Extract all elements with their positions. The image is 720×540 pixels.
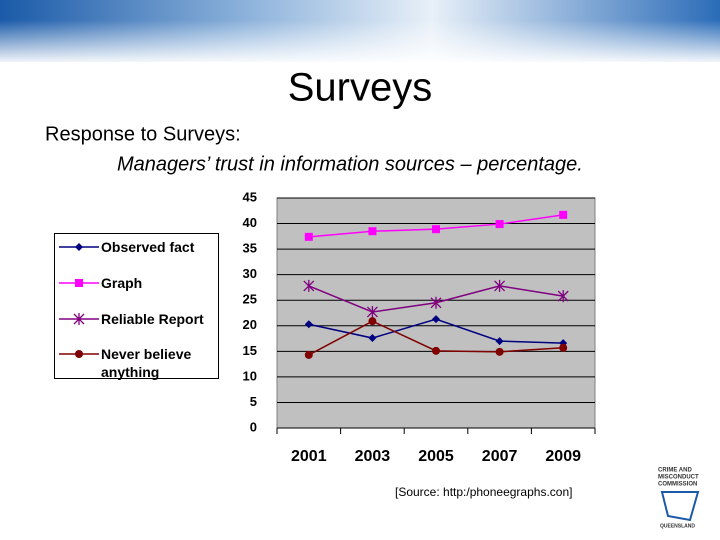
legend-swatch [59, 313, 99, 325]
x-tick-label: 2003 [355, 448, 391, 465]
point [432, 225, 440, 234]
y-tick-label: 35 [243, 241, 257, 256]
legend-entry: Graph [57, 274, 221, 292]
legend: Observed fact Graph Reliable Report Never b… [54, 233, 221, 381]
legend-marker [75, 350, 83, 358]
logo-footer: QUEENSLAND [660, 523, 695, 529]
plot-area [276, 197, 596, 429]
point [559, 210, 568, 219]
y-tick-label: 30 [243, 266, 257, 281]
point [494, 279, 506, 292]
legend-entry: Never believe anything [57, 345, 221, 381]
point [559, 343, 568, 352]
chart-title: Managers’ trust in information sources –… [117, 153, 583, 175]
point [366, 305, 378, 318]
legend-swatch [59, 279, 99, 287]
x-tick-label: 2005 [418, 448, 454, 465]
legend-marker [75, 279, 83, 287]
legend-marker [73, 313, 85, 325]
heading: Response to Surveys: [45, 123, 241, 145]
point [304, 350, 313, 359]
y-tick-label: 40 [243, 215, 257, 230]
legend-entry: Reliable Report [57, 310, 221, 328]
y-tick-label: 10 [243, 368, 257, 383]
point [495, 220, 504, 229]
point [304, 320, 313, 329]
legend-entry: Observed fact [57, 238, 221, 256]
legend-marker [75, 243, 83, 251]
point [303, 279, 315, 292]
legend-swatch [59, 350, 99, 358]
point [368, 317, 377, 326]
y-tick-label: 20 [243, 317, 257, 332]
point [432, 346, 440, 355]
slide-title: Surveys [288, 66, 433, 110]
logo-line: CRIME AND [658, 468, 692, 474]
legend-swatch [59, 243, 99, 251]
x-tick-label: 2007 [482, 448, 518, 465]
point [557, 290, 569, 303]
y-tick-label: 5 [250, 394, 257, 409]
point [368, 334, 377, 343]
logo-shape [660, 491, 700, 522]
point [368, 227, 377, 236]
point [495, 347, 504, 356]
x-tick-label: 2009 [545, 448, 581, 465]
legend-label: Never believe anything [101, 346, 192, 380]
point [430, 296, 442, 309]
legend-label: Observed fact [101, 239, 195, 255]
y-tick-label: 0 [250, 419, 257, 434]
legend-label: Reliable Report [101, 311, 204, 327]
x-tick-label: 2001 [291, 448, 327, 465]
logo: CRIME AND MISCONDUCT COMMISSION QUEENSLA… [658, 468, 700, 529]
legend-label: Graph [101, 275, 143, 291]
source: [Source: http:/phoneegraphs.con] [395, 485, 572, 499]
logo-line: MISCONDUCT [658, 475, 699, 481]
y-tick-label: 25 [243, 292, 257, 307]
y-tick-label: 15 [243, 343, 257, 358]
point [495, 337, 504, 346]
point [304, 232, 313, 241]
y-tick-label: 45 [243, 189, 257, 204]
header-fade [0, 20, 720, 65]
logo-line: COMMISSION [658, 482, 697, 488]
point [432, 315, 440, 324]
